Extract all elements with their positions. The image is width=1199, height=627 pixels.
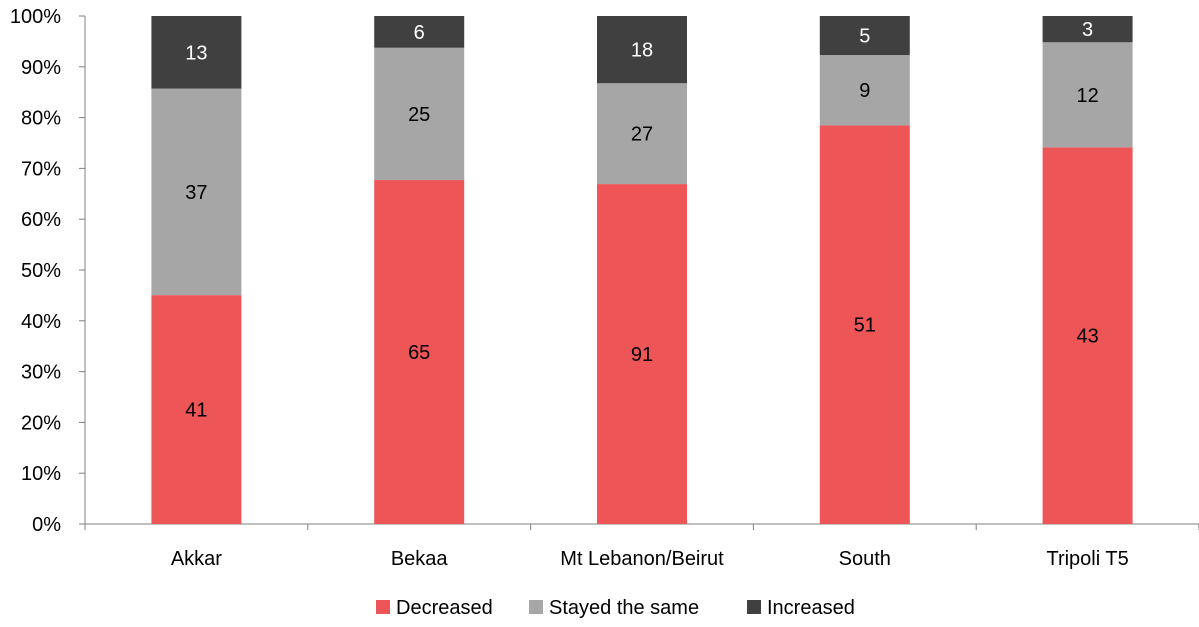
y-axis: 0% 10% 20% 30% 40% 50% 60% 70% 80% 90% 100% (10, 6, 86, 536)
data-label: 18 (631, 40, 653, 62)
bar-segment-decreased (374, 180, 465, 524)
bar-segment-stayed-the-same (374, 47, 465, 181)
bar-segment-increased (597, 16, 687, 84)
x-category-label: Tripoli T5 (1046, 548, 1128, 570)
y-tick-label: 30% (21, 362, 61, 384)
y-tick-label: 60% (21, 209, 61, 231)
legend-swatch (529, 600, 543, 614)
y-tick-label: 40% (21, 311, 61, 333)
x-category-label: South (839, 548, 891, 570)
bar-segment-decreased (1042, 147, 1133, 524)
legend-label: Decreased (396, 597, 493, 619)
bar-segment-stayed-the-same (151, 88, 242, 296)
bar-segment-decreased (597, 184, 687, 524)
bar-segment-stayed-the-same (597, 83, 687, 185)
y-tick-label: 80% (21, 108, 61, 130)
data-label: 37 (185, 182, 207, 204)
data-label: 27 (631, 124, 653, 146)
y-tick-label: 100% (10, 6, 61, 28)
bar-segment-decreased (151, 295, 242, 524)
data-label: 12 (1076, 85, 1098, 107)
y-tick-label: 90% (21, 57, 61, 79)
data-label: 5 (859, 26, 870, 48)
x-category-label: Mt Lebanon/Beirut (560, 548, 724, 570)
legend-swatch (747, 600, 761, 614)
data-label: 41 (185, 400, 207, 422)
bar-segment-stayed-the-same (1042, 42, 1133, 148)
bar-segment-increased (1042, 16, 1133, 43)
x-category-label: Akkar (171, 548, 222, 570)
legend-swatch (376, 600, 390, 614)
data-label: 91 (631, 344, 653, 366)
data-label: 25 (408, 104, 430, 126)
data-label: 13 (185, 42, 207, 64)
bar-segment-increased (819, 16, 910, 56)
data-label: 43 (1076, 326, 1098, 348)
bar-segment-stayed-the-same (819, 55, 910, 126)
bar-segment-decreased (819, 125, 910, 525)
data-label: 51 (854, 315, 876, 337)
x-category-label: Bekaa (391, 548, 449, 570)
bar-segment-increased (374, 16, 465, 48)
y-tick-label: 10% (21, 463, 61, 485)
legend-label: Increased (767, 597, 855, 619)
y-tick-label: 70% (21, 158, 61, 180)
y-tick-label: 20% (21, 412, 61, 434)
x-axis: Akkar Bekaa Mt Lebanon/Beirut South Tripoli … (84, 523, 1199, 570)
bars: 41 37 13 65 25 6 91 27 18 51 9 5 43 12 3 (151, 16, 1133, 525)
data-label: 3 (1082, 19, 1093, 41)
y-tick-label: 0% (32, 514, 61, 536)
data-label: 65 (408, 342, 430, 364)
data-label: 9 (859, 80, 870, 102)
data-label: 6 (414, 22, 425, 44)
bar-segment-increased (151, 16, 242, 89)
legend: Decreased Stayed the same Increased (376, 597, 855, 619)
y-tick-label: 50% (21, 260, 61, 282)
legend-label: Stayed the same (549, 597, 699, 619)
